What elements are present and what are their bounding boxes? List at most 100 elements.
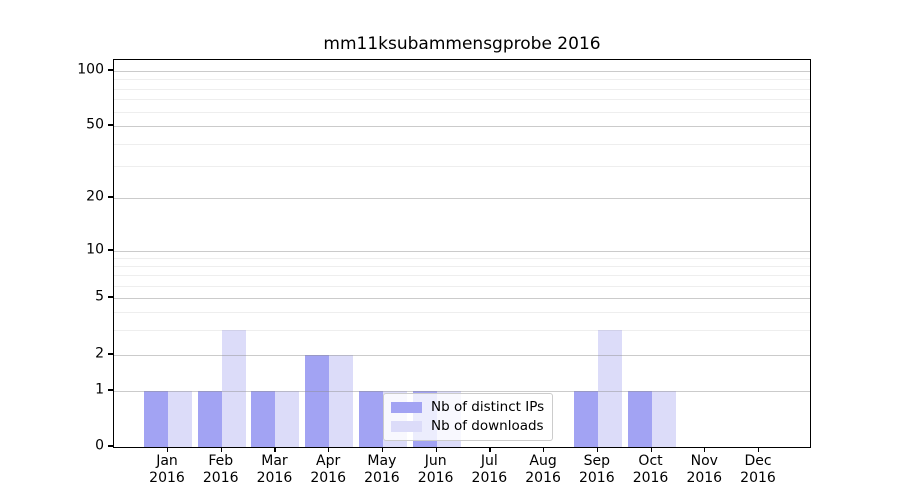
legend-item: Nb of downloads (391, 418, 544, 434)
y-tick-label: 2 (95, 345, 104, 362)
x-tick-label: Feb 2016 (189, 453, 253, 487)
bar-distinct-ips (144, 391, 168, 447)
x-tick-month: Aug (529, 453, 557, 469)
gridline-minor (114, 143, 810, 145)
y-tick-mark (108, 353, 113, 355)
x-tick-month: Nov (690, 453, 718, 469)
y-tick-mark (108, 296, 113, 298)
y-tick-label: 0 (95, 437, 104, 454)
x-tick-label: Aug 2016 (511, 453, 575, 487)
x-tick-label: Oct 2016 (619, 453, 683, 487)
x-tick-month: Dec (744, 453, 772, 469)
x-tick-year: 2016 (202, 470, 239, 486)
x-tick-mark (220, 447, 222, 452)
x-tick-label: Jan 2016 (135, 453, 199, 487)
gridline-major (114, 71, 810, 72)
x-tick-label: May 2016 (350, 453, 414, 487)
x-tick-year: 2016 (632, 470, 669, 486)
bar-downloads (597, 329, 622, 447)
bar-downloads (651, 391, 676, 447)
gridline-minor (114, 88, 810, 90)
legend-swatch (391, 420, 422, 432)
gridline-major (114, 251, 810, 252)
x-tick-mark (435, 447, 437, 452)
x-tick-mark (167, 447, 169, 452)
legend-swatch (391, 401, 422, 413)
x-tick-mark (328, 447, 330, 452)
gridline-minor (114, 266, 810, 268)
x-tick-mark (757, 447, 760, 452)
x-tick-label: Sep 2016 (565, 453, 629, 487)
bar-downloads (168, 391, 192, 447)
gridline-major (114, 126, 810, 127)
plot-area (113, 59, 811, 448)
y-tick-mark (108, 69, 113, 71)
x-tick-month: Jun (424, 453, 447, 469)
y-tick-mark (108, 249, 113, 251)
chart-title: mm11ksubammensgprobe 2016 (323, 34, 601, 54)
y-tick-mark (108, 124, 113, 126)
x-tick-label: Mar 2016 (242, 453, 306, 487)
x-tick-year: 2016 (149, 470, 185, 486)
x-tick-month: Sep (583, 453, 610, 469)
y-tick-label: 5 (95, 288, 104, 305)
gridline-minor (114, 285, 810, 287)
y-tick-mark (108, 389, 113, 391)
gridline-minor (114, 258, 810, 260)
bar-distinct-ips (251, 391, 276, 447)
gridline-minor (114, 166, 810, 168)
x-tick-year: 2016 (256, 470, 293, 486)
gridline-minor (114, 275, 810, 277)
legend-item: Nb of distinct IPs (391, 399, 544, 415)
gridline-minor (114, 99, 810, 101)
y-tick-mark (108, 445, 113, 447)
gridline-major (114, 198, 810, 199)
x-tick-mark (543, 447, 545, 452)
legend-label: Nb of distinct IPs (431, 399, 545, 415)
x-tick-year: 2016 (310, 470, 346, 486)
x-tick-year: 2016 (740, 470, 776, 486)
x-tick-year: 2016 (471, 470, 508, 486)
y-tick-label: 10 (86, 241, 104, 258)
x-tick-year: 2016 (364, 470, 400, 486)
gridline-minor (114, 79, 810, 81)
x-tick-year: 2016 (686, 470, 723, 486)
legend-label: Nb of downloads (431, 418, 544, 434)
gridline-minor (114, 329, 810, 331)
x-tick-mark (381, 447, 384, 452)
x-tick-label: Apr 2016 (296, 453, 360, 487)
y-tick-label: 100 (77, 61, 104, 78)
gridline-major (114, 298, 810, 299)
gridline-minor (114, 311, 810, 313)
bar-distinct-ips (305, 355, 330, 447)
y-tick-mark (108, 196, 113, 198)
bar-distinct-ips (358, 391, 383, 447)
x-tick-year: 2016 (578, 470, 615, 486)
x-tick-year: 2016 (417, 470, 454, 486)
gridline-minor (114, 111, 810, 113)
x-tick-mark (489, 447, 491, 452)
x-tick-label: Jul 2016 (457, 453, 521, 487)
x-tick-label: Nov 2016 (672, 453, 736, 487)
legend: Nb of distinct IPs Nb of downloads (383, 393, 554, 441)
bar-downloads (329, 355, 354, 447)
x-tick-month: Jul (480, 453, 498, 469)
bar-distinct-ips (573, 391, 598, 447)
x-tick-mark (650, 447, 652, 452)
x-tick-label: Jun 2016 (404, 453, 468, 487)
y-tick-label: 1 (95, 381, 104, 398)
x-tick-mark (704, 447, 706, 452)
x-tick-month: May (367, 453, 397, 469)
bar-downloads (221, 329, 246, 447)
bar-downloads (275, 391, 300, 447)
x-tick-month: Jan (156, 453, 178, 469)
x-tick-month: Feb (208, 453, 234, 469)
x-tick-month: Mar (261, 453, 288, 469)
x-tick-month: Oct (638, 453, 663, 469)
x-tick-mark (274, 447, 276, 452)
y-tick-label: 20 (86, 188, 104, 205)
x-tick-mark (596, 447, 598, 452)
x-tick-year: 2016 (525, 470, 561, 486)
bar-distinct-ips (627, 391, 652, 447)
